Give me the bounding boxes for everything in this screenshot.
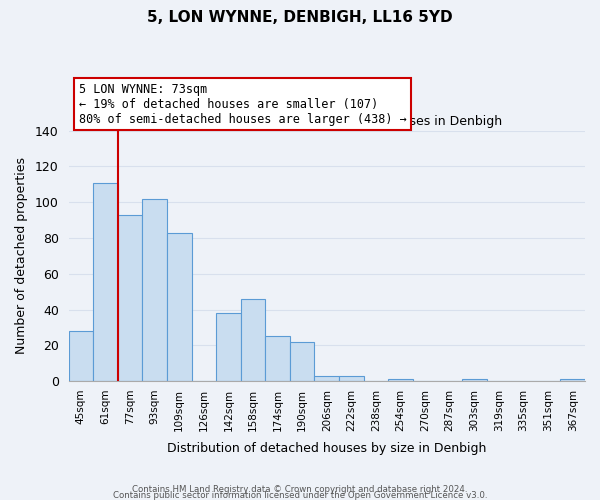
Bar xyxy=(388,380,413,381)
Bar xyxy=(142,198,167,381)
Y-axis label: Number of detached properties: Number of detached properties xyxy=(15,158,28,354)
Bar xyxy=(216,313,241,381)
Text: Contains HM Land Registry data © Crown copyright and database right 2024.: Contains HM Land Registry data © Crown c… xyxy=(132,484,468,494)
Bar xyxy=(68,331,93,381)
Bar xyxy=(241,299,265,381)
Text: 5, LON WYNNE, DENBIGH, LL16 5YD: 5, LON WYNNE, DENBIGH, LL16 5YD xyxy=(147,10,453,25)
Bar xyxy=(560,380,585,381)
Text: Contains public sector information licensed under the Open Government Licence v3: Contains public sector information licen… xyxy=(113,490,487,500)
Bar xyxy=(167,232,191,381)
Bar xyxy=(265,336,290,381)
Bar xyxy=(339,376,364,381)
Text: 5 LON WYNNE: 73sqm
← 19% of detached houses are smaller (107)
80% of semi-detach: 5 LON WYNNE: 73sqm ← 19% of detached hou… xyxy=(79,82,407,126)
Bar xyxy=(93,182,118,381)
Bar xyxy=(462,380,487,381)
X-axis label: Distribution of detached houses by size in Denbigh: Distribution of detached houses by size … xyxy=(167,442,487,455)
Bar xyxy=(314,376,339,381)
Bar xyxy=(118,215,142,381)
Bar xyxy=(290,342,314,381)
Title: Size of property relative to detached houses in Denbigh: Size of property relative to detached ho… xyxy=(152,115,502,128)
